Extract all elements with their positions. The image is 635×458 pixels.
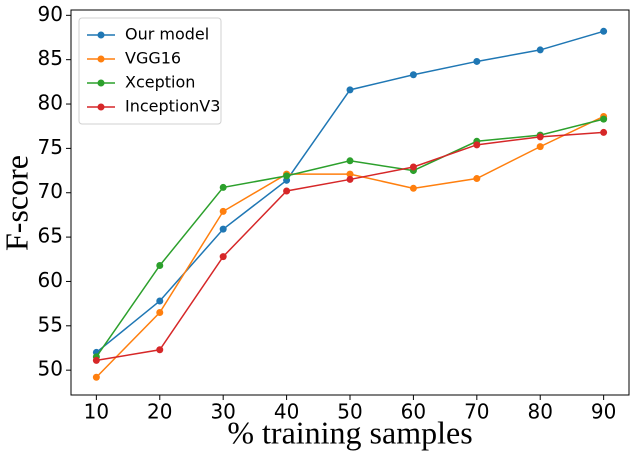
legend-marker xyxy=(97,55,105,63)
point xyxy=(156,297,164,305)
point xyxy=(536,143,544,151)
point xyxy=(536,133,544,141)
point xyxy=(346,175,354,183)
point xyxy=(346,157,354,165)
y-axis-label: F-score xyxy=(0,155,34,251)
plot-frame xyxy=(70,9,630,396)
y-tick-label: 65 xyxy=(38,224,63,248)
point xyxy=(283,187,291,195)
y-tick-label: 75 xyxy=(38,135,63,159)
point xyxy=(600,115,608,123)
x-tick-label: 10 xyxy=(84,400,109,424)
x-tick-label: 40 xyxy=(274,400,299,424)
legend-label: Our model xyxy=(125,25,209,44)
point xyxy=(283,172,291,180)
y-tick-label: 85 xyxy=(38,46,63,70)
point xyxy=(600,27,608,35)
y-tick-label: 80 xyxy=(38,91,63,115)
point xyxy=(219,207,227,215)
point xyxy=(473,175,481,183)
point xyxy=(219,225,227,233)
point xyxy=(536,46,544,54)
legend-marker xyxy=(97,79,105,87)
x-axis-label: % training samples xyxy=(227,414,472,450)
point xyxy=(219,183,227,191)
point xyxy=(156,261,164,269)
x-tick-label: 60 xyxy=(401,400,426,424)
x-tick-label: 30 xyxy=(210,400,235,424)
series-line xyxy=(95,118,604,358)
point xyxy=(473,57,481,65)
y-tick-label: 90 xyxy=(38,2,63,26)
y-tick-label: 55 xyxy=(38,312,63,336)
point xyxy=(156,346,164,354)
x-tick-label: 20 xyxy=(147,400,172,424)
point xyxy=(92,356,100,364)
x-tick-label: 50 xyxy=(337,400,362,424)
legend-label: InceptionV3 xyxy=(125,97,220,116)
x-tick-label: 80 xyxy=(528,400,553,424)
point xyxy=(409,184,417,192)
point xyxy=(346,170,354,178)
point xyxy=(346,86,354,94)
legend-label: Xception xyxy=(125,73,195,92)
point xyxy=(473,141,481,149)
y-tick-label: 70 xyxy=(38,179,63,203)
legend-box xyxy=(78,17,222,125)
legend-marker xyxy=(97,103,105,111)
legend-marker xyxy=(97,31,105,39)
point xyxy=(92,373,100,381)
point xyxy=(156,309,164,316)
point xyxy=(219,253,227,261)
x-tick-label: 70 xyxy=(464,400,489,424)
legend-label: VGG16 xyxy=(125,49,181,68)
point xyxy=(409,71,417,79)
y-tick-label: 60 xyxy=(38,268,63,292)
y-tick-label: 50 xyxy=(38,357,63,381)
series-line xyxy=(95,115,604,378)
point xyxy=(600,128,608,136)
series-line xyxy=(96,131,604,362)
x-tick-label: 90 xyxy=(591,400,616,424)
point xyxy=(409,163,417,171)
